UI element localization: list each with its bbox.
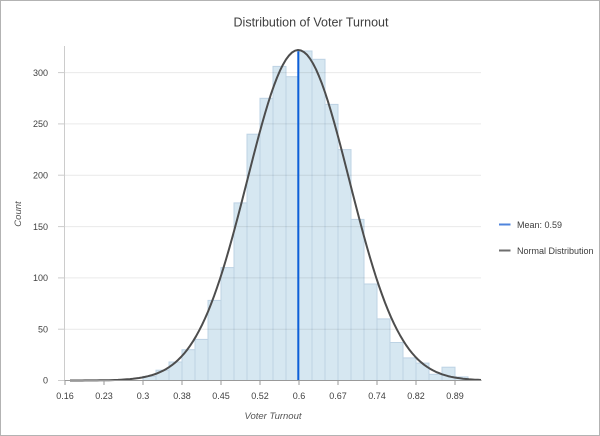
svg-text:Count: Count — [13, 201, 24, 227]
svg-text:0.16: 0.16 — [56, 391, 74, 401]
svg-text:Distribution of Voter Turnout: Distribution of Voter Turnout — [234, 16, 389, 30]
svg-text:0.6: 0.6 — [293, 391, 306, 401]
svg-text:0.3: 0.3 — [137, 391, 150, 401]
svg-text:0.82: 0.82 — [407, 391, 425, 401]
svg-text:Voter Turnout: Voter Turnout — [244, 411, 301, 422]
svg-text:Mean: 0.59: Mean: 0.59 — [517, 220, 562, 230]
svg-text:300: 300 — [33, 68, 48, 78]
svg-text:0.45: 0.45 — [212, 391, 230, 401]
svg-text:50: 50 — [38, 324, 48, 334]
svg-text:0.23: 0.23 — [95, 391, 113, 401]
svg-text:200: 200 — [33, 170, 48, 180]
svg-text:250: 250 — [33, 119, 48, 129]
svg-text:100: 100 — [33, 273, 48, 283]
svg-text:Normal Distribution: Normal Distribution — [517, 246, 594, 256]
svg-text:0.74: 0.74 — [368, 391, 386, 401]
svg-text:0.67: 0.67 — [329, 391, 347, 401]
svg-text:150: 150 — [33, 222, 48, 232]
svg-text:0: 0 — [43, 376, 48, 386]
svg-text:0.38: 0.38 — [173, 391, 191, 401]
svg-text:0.89: 0.89 — [446, 391, 464, 401]
svg-text:0.52: 0.52 — [251, 391, 269, 401]
